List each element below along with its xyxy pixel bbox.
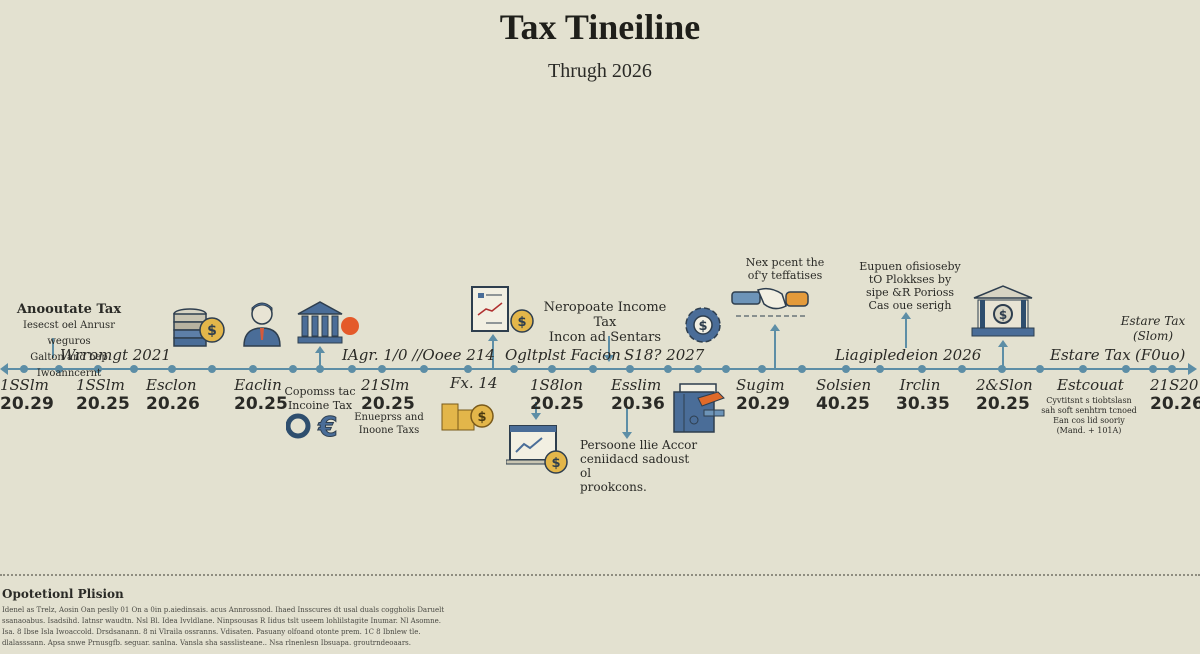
svg-text:$: $: [999, 308, 1007, 322]
date-label: Fx. 14: [450, 374, 498, 392]
timeline-dot[interactable]: [876, 365, 884, 373]
svg-text:$: $: [698, 319, 707, 334]
svg-text:$: $: [207, 323, 217, 339]
event-note: Neropoate Income Tax Incon ad Sentars: [543, 300, 667, 345]
timeline-dot[interactable]: [249, 365, 257, 373]
timeline-dot[interactable]: [94, 365, 102, 373]
timeline-label: Wrromgt 2021: [60, 346, 171, 364]
timeline-dot[interactable]: [918, 365, 926, 373]
timeline-dot[interactable]: [130, 365, 138, 373]
event-note: Persoone llie Accor ceniidacd sadoust ol p…: [580, 438, 698, 494]
date-label: 2&Slon 20.25: [976, 376, 1033, 414]
timeline-dot[interactable]: [464, 365, 472, 373]
timeline-label: Liagipledeion 2026: [835, 346, 982, 364]
timeline-dot[interactable]: [722, 365, 730, 373]
document-chart-icon: $: [471, 286, 534, 333]
timeline-label: S18? 2027: [624, 346, 705, 364]
timeline-label: Estare Tax: [1050, 346, 1131, 364]
date-label: Eaclin 20.25: [234, 376, 288, 414]
event-note: Copomss tac Incoine Tax: [284, 385, 356, 412]
connector-arrow-up: [770, 324, 780, 368]
connector-arrow-up: [315, 346, 325, 367]
svg-text:€: €: [317, 412, 337, 440]
handshake-icon: [731, 287, 809, 317]
register-icon: [673, 383, 725, 433]
connector-arrow-up: [488, 334, 498, 368]
event-note: Nex pcent the of'y teffatises: [745, 256, 825, 282]
svg-text:$: $: [551, 456, 560, 471]
timeline-dot[interactable]: [798, 365, 806, 373]
timeline-dot[interactable]: [758, 365, 766, 373]
timeline-axis: [4, 368, 1190, 370]
timeline-dot[interactable]: [316, 365, 324, 373]
timeline-dot[interactable]: [664, 365, 672, 373]
timeline-dot[interactable]: [548, 365, 556, 373]
timeline-label: (F0uo): [1135, 346, 1186, 364]
connector-arrow-down: [604, 336, 614, 362]
timeline-dot[interactable]: [1149, 365, 1157, 373]
date-label: 1S8lon 20.25: [530, 376, 584, 414]
timeline-dot[interactable]: [510, 365, 518, 373]
person-icon: [243, 302, 281, 347]
coin-stack-icon: $: [173, 308, 225, 347]
footer-text: Idenel as Trelz, Aosin Oan peslly 01 On …: [2, 606, 445, 647]
timeline-dot[interactable]: [589, 365, 597, 373]
page-title: Tax Tineiline: [499, 7, 701, 47]
timeline-dot[interactable]: [20, 365, 28, 373]
timeline-dot[interactable]: [348, 365, 356, 373]
svg-text:$: $: [517, 315, 526, 330]
date-label: 1SSlm 20.29: [0, 376, 54, 414]
bank-building-icon: [297, 301, 359, 344]
page-subtitle: Thrugh 2026: [548, 60, 652, 82]
date-label: 21Slm 20.25: [361, 376, 415, 414]
date-label: Estcouat: [1057, 376, 1124, 394]
timeline-label: Ogltplst Facion: [505, 346, 621, 364]
event-note: Eupuen ofisioseby tO Plokkses by sipe &R P…: [859, 260, 961, 312]
bank-dollar-icon: $: [971, 285, 1035, 337]
timeline-dot[interactable]: [958, 365, 966, 373]
timeline-dot[interactable]: [626, 365, 634, 373]
timeline-dot[interactable]: [208, 365, 216, 373]
axis-arrow-right-icon: [1188, 363, 1197, 375]
timeline-dot[interactable]: [420, 365, 428, 373]
connector-arrow-up: [998, 340, 1008, 368]
svg-text:$: $: [477, 410, 486, 425]
connector-line: [52, 338, 54, 358]
date-label: 21S20 20.26: [1150, 376, 1200, 414]
timeline-dot[interactable]: [1168, 365, 1176, 373]
timeline-dot[interactable]: [998, 365, 1006, 373]
gear-dollar-icon: $: [685, 307, 721, 343]
timeline-dot[interactable]: [289, 365, 297, 373]
connector-arrow-down: [531, 402, 541, 420]
date-label: 1SSlm 20.25: [76, 376, 130, 414]
timeline-label: IAgr. 1/0 //Ooee 214: [342, 346, 495, 364]
date-label: Sugim 20.29: [736, 376, 790, 414]
event-note: Cyvtitsnt s tiobtslasn sah soft senhtrn t…: [1041, 396, 1137, 435]
event-note: Anooutate Tax Iesecst oel Anrusr weguros…: [16, 302, 122, 379]
coin-pile-icon: $: [441, 403, 494, 431]
timeline-dot[interactable]: [694, 365, 702, 373]
timeline-dot[interactable]: [55, 365, 63, 373]
date-label: Esslim 20.36: [611, 376, 665, 414]
date-label: Solsien 40.25: [816, 376, 872, 414]
timeline-dot[interactable]: [1079, 365, 1087, 373]
timeline-dot[interactable]: [842, 365, 850, 373]
connector-arrow-up: [901, 312, 911, 348]
laptop-chart-icon: $: [506, 425, 568, 474]
timeline-dot[interactable]: [1122, 365, 1130, 373]
euro-icon: €: [286, 412, 338, 440]
event-note: Estare Tax (Slom): [1120, 314, 1186, 343]
date-label: Irclin 30.35: [896, 376, 950, 414]
footer-title: Opotetionl Plision: [2, 587, 124, 601]
connector-arrow-down: [622, 407, 632, 439]
timeline-dot[interactable]: [378, 365, 386, 373]
date-label: Esclon 20.26: [146, 376, 200, 414]
section-divider: [0, 574, 1200, 576]
timeline-dot[interactable]: [1036, 365, 1044, 373]
timeline-dot[interactable]: [168, 365, 176, 373]
event-note: Enueprss and Inoone Taxs: [354, 412, 424, 436]
